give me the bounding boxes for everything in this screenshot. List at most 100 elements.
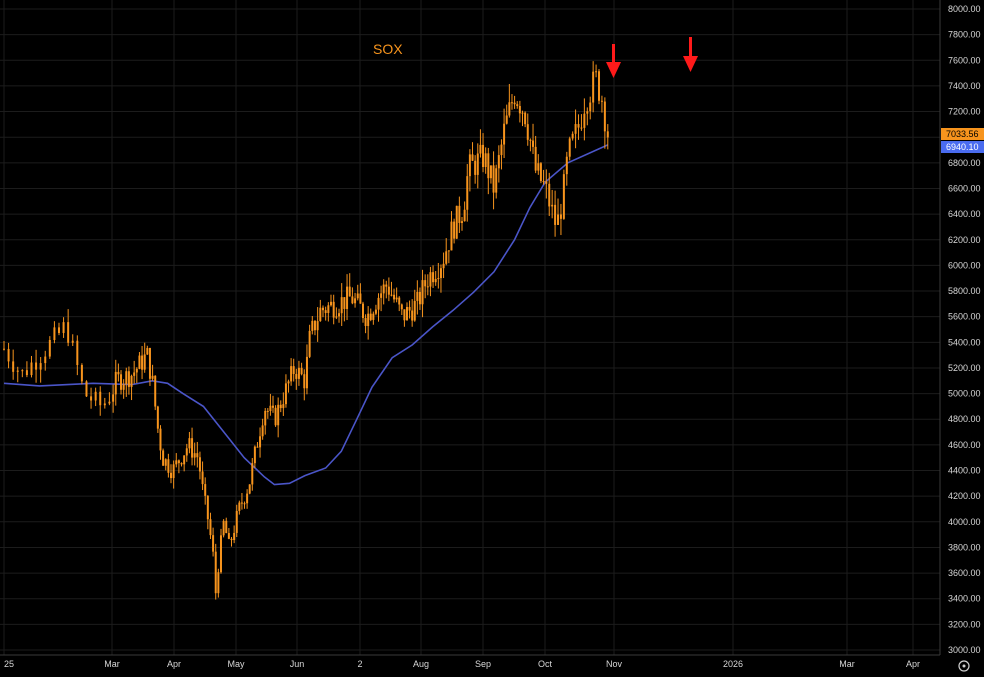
candle-body <box>225 520 228 534</box>
candle-body <box>57 327 60 333</box>
candle-body <box>201 471 204 485</box>
candle-body <box>287 381 290 384</box>
y-tick-label: 7600.00 <box>948 55 981 65</box>
candle-body <box>271 405 274 408</box>
candle-body <box>489 165 492 179</box>
candle-body <box>108 401 111 404</box>
candle-body <box>159 428 162 451</box>
candle-body <box>524 112 527 125</box>
last-price-badge: 7033.56 <box>941 128 984 140</box>
y-tick-label: 6200.00 <box>948 235 981 245</box>
candle-body <box>327 305 330 313</box>
candle-body <box>534 146 537 171</box>
candle-body <box>583 113 586 128</box>
candle-body <box>35 362 38 370</box>
gear-icon[interactable] <box>958 660 970 672</box>
candle-body <box>434 278 437 283</box>
candle-body <box>390 294 393 296</box>
candle-body <box>219 535 222 573</box>
y-tick-label: 7800.00 <box>948 30 981 40</box>
moving-average-line <box>3 144 609 486</box>
candle-body <box>513 102 516 105</box>
y-tick-label: 5600.00 <box>948 312 981 322</box>
candle-body <box>482 144 485 168</box>
y-tick-label: 6800.00 <box>948 158 981 168</box>
candle-body <box>76 340 79 365</box>
candle-body <box>90 396 93 401</box>
candle-body <box>112 394 115 402</box>
candle-body <box>369 313 372 320</box>
candle-body <box>316 321 319 331</box>
candle-body <box>3 348 5 350</box>
x-tick-label: Apr <box>167 659 181 669</box>
candle-body <box>53 327 56 340</box>
candle-body <box>67 322 70 343</box>
candle-body <box>279 404 282 409</box>
candle-body <box>400 304 403 310</box>
candle-body <box>487 153 490 179</box>
candle-body <box>532 140 535 147</box>
candle-body <box>424 280 427 287</box>
candle-body <box>455 205 458 239</box>
x-tick-label: Sep <box>475 659 491 669</box>
candle-body <box>198 457 201 472</box>
candle-body <box>206 495 209 520</box>
candle-body <box>557 214 560 225</box>
candle-body <box>351 296 354 304</box>
candle-body <box>177 460 180 464</box>
candle-body <box>308 330 311 357</box>
candle-body <box>172 464 175 479</box>
candle-body <box>311 320 314 331</box>
candle-body <box>437 278 440 280</box>
candle-body <box>521 112 524 114</box>
time-axis: 25 Mar Apr May Jun 2 Aug Sep Oct Nov 2026 Mar Apr <box>4 659 920 669</box>
candle-body <box>429 272 432 287</box>
candle-body <box>122 384 125 390</box>
candle-body <box>30 362 33 376</box>
candle-body <box>332 301 335 318</box>
x-tick-label: Nov <box>606 659 623 669</box>
candle-body <box>103 403 106 406</box>
candle-body <box>253 446 256 464</box>
candle-body <box>518 105 521 114</box>
candle-body <box>505 115 508 124</box>
candle-body <box>421 280 424 305</box>
candle-body <box>418 291 421 305</box>
candle-body <box>233 532 236 541</box>
y-tick-label: 3200.00 <box>948 619 981 629</box>
candle-body <box>133 372 136 376</box>
candle-body <box>235 510 238 533</box>
candle-body <box>484 153 487 168</box>
candle-body <box>80 364 83 382</box>
candle-body <box>259 436 262 448</box>
candle-body <box>71 340 74 343</box>
candle-body <box>367 313 370 327</box>
candle-body <box>196 453 199 458</box>
candle-body <box>539 163 542 182</box>
candle-body <box>526 124 529 140</box>
candle-body <box>529 139 532 141</box>
candle-body <box>238 502 241 511</box>
candle-body <box>364 317 367 327</box>
candle-body <box>143 354 146 370</box>
candle-body <box>340 297 343 314</box>
y-tick-label: 5200.00 <box>948 363 981 373</box>
candle-body <box>559 214 562 219</box>
candle-body <box>297 367 300 379</box>
candle-body <box>471 154 474 161</box>
candle-body <box>463 209 466 222</box>
candle-body <box>537 163 540 171</box>
candles-layer <box>3 61 609 600</box>
candle-body <box>154 375 157 407</box>
candle-body <box>251 463 254 485</box>
candle-body <box>474 160 477 175</box>
candle-body <box>395 297 398 300</box>
candle-body <box>468 154 471 177</box>
x-tick-label: May <box>227 659 245 669</box>
candle-body <box>295 373 298 379</box>
candle-body <box>141 355 144 370</box>
candle-body <box>188 438 191 449</box>
candle-body <box>387 286 390 295</box>
candle-body <box>447 250 450 252</box>
candle-body <box>411 310 414 321</box>
